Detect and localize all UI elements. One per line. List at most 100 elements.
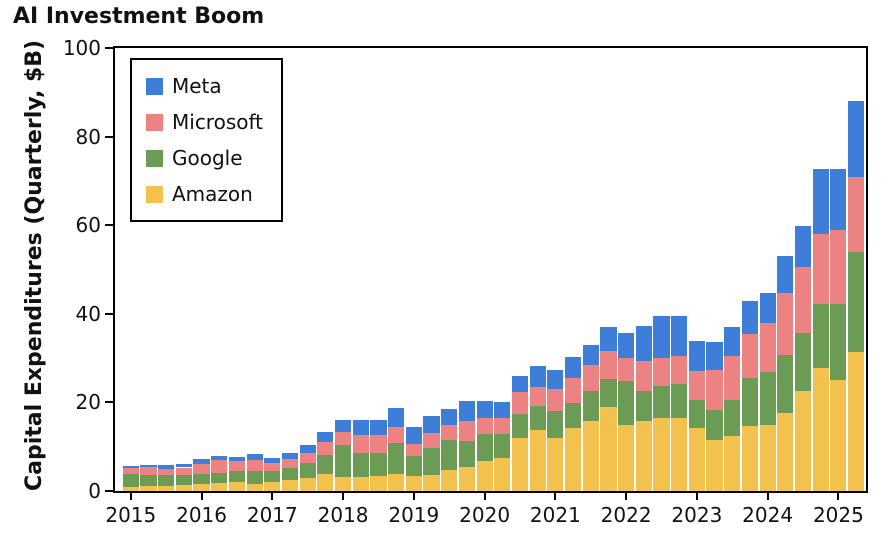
bar-segment-meta — [175, 464, 192, 468]
bar-segment-meta — [671, 316, 688, 357]
y-axis-tick-label: 0 — [88, 479, 101, 503]
bar-segment-amazon — [794, 390, 812, 491]
bar-segment-google — [122, 474, 139, 488]
bar-segment-meta — [388, 407, 405, 427]
bar-segment-google — [777, 354, 794, 413]
bar-segment-amazon — [759, 424, 776, 491]
bar-segment-meta — [741, 300, 759, 335]
bar-segment-microsoft — [334, 431, 352, 445]
bar-segment-microsoft — [441, 425, 458, 441]
bar-segment-amazon — [122, 487, 139, 491]
bar-segment-google — [671, 383, 688, 418]
bar-segment-google — [352, 452, 369, 477]
bar-segment-google — [494, 434, 511, 458]
bar-segment-amazon — [281, 479, 299, 491]
bar-segment-meta — [423, 416, 440, 434]
legend-swatch-amazon — [146, 185, 163, 203]
bar-segment-amazon — [175, 484, 192, 491]
x-axis-tick-label: 2020 — [459, 503, 511, 527]
bar-segment-meta — [653, 316, 670, 359]
bar-segment-microsoft — [653, 358, 670, 387]
bar-segment-google — [423, 448, 440, 476]
x-axis-tick — [554, 491, 557, 500]
bar-segment-google — [211, 472, 228, 484]
bar-segment-meta — [281, 453, 299, 460]
bar-segment-google — [140, 475, 157, 487]
bar-segment-amazon — [405, 476, 422, 491]
bar-segment-google — [618, 381, 635, 425]
legend: Meta Microsoft Google Amazon — [130, 58, 284, 222]
x-axis-tick — [625, 491, 628, 500]
bar-segment-amazon — [724, 435, 741, 491]
y-axis-tick-label: 80 — [75, 124, 101, 149]
bar-segment-meta — [352, 419, 369, 435]
bar-segment-google — [706, 409, 723, 441]
bar-segment-microsoft — [211, 459, 228, 473]
x-axis-tick — [837, 491, 840, 500]
bar-segment-microsoft — [724, 356, 741, 401]
x-axis-tick-label: 2021 — [529, 503, 581, 527]
x-axis-tick-label: 2022 — [600, 503, 652, 527]
bar-segment-amazon — [264, 481, 281, 491]
bar-segment-google — [281, 467, 299, 480]
bar-segment-microsoft — [352, 434, 369, 453]
bar-segment-google — [317, 454, 334, 474]
bar-segment-meta — [529, 365, 546, 388]
bar-segment-meta — [812, 168, 829, 235]
bar-segment-meta — [618, 333, 635, 358]
x-axis-tick-label: 2023 — [671, 503, 723, 527]
bar-segment-meta — [246, 454, 263, 461]
bar-segment-meta — [600, 326, 617, 351]
bar-segment-amazon — [140, 486, 157, 491]
bar-segment-microsoft — [175, 467, 192, 476]
bar-segment-microsoft — [671, 356, 688, 384]
y-axis-tick-label: 60 — [75, 213, 101, 238]
legend-label: Amazon — [172, 182, 253, 206]
bar-segment-microsoft — [370, 435, 387, 453]
bar-segment-meta — [688, 340, 705, 371]
bar-segment-microsoft — [122, 468, 139, 475]
bar-segment-google — [458, 440, 475, 468]
legend-swatch-meta — [146, 77, 163, 95]
bar-segment-amazon — [671, 417, 688, 491]
bar-segment-amazon — [653, 418, 670, 491]
bar-segment-microsoft — [812, 234, 829, 305]
bar-segment-microsoft — [264, 463, 281, 471]
bar-segment-microsoft — [547, 388, 564, 412]
x-axis-tick — [766, 491, 769, 500]
legend-label: Google — [172, 146, 243, 170]
bar-segment-google — [299, 462, 316, 479]
bar-segment-google — [688, 400, 705, 429]
y-axis-title: Capital Expenditures (Quarterly, $B) — [22, 39, 47, 491]
bar-segment-meta — [334, 419, 352, 432]
bar-segment-amazon — [317, 473, 334, 491]
bar-segment-amazon — [476, 460, 493, 491]
bar-segment-microsoft — [847, 176, 865, 253]
bar-segment-meta — [706, 341, 723, 371]
bar-segment-meta — [370, 420, 387, 436]
bar-segment-microsoft — [193, 463, 210, 474]
bar-segment-microsoft — [281, 459, 299, 468]
bar-segment-meta — [317, 431, 334, 442]
legend-swatch-microsoft — [146, 113, 163, 131]
bar-segment-meta — [564, 357, 582, 378]
bar-segment-meta — [228, 456, 246, 462]
bar-segment-amazon — [582, 421, 599, 491]
bar-segment-amazon — [777, 412, 794, 491]
bar-segment-google — [812, 304, 829, 368]
legend-label: Meta — [172, 74, 222, 98]
bar-segment-google — [759, 371, 776, 425]
x-axis-tick — [200, 491, 203, 500]
plot-area: Meta Microsoft Google Amazon 0 20 40 60 80 100 20… — [63, 36, 868, 527]
bar-segment-microsoft — [706, 370, 723, 410]
x-axis-tick-label: 2019 — [388, 503, 440, 527]
bar-segment-google — [264, 470, 281, 482]
bar-segment-meta — [724, 327, 741, 357]
x-axis-tick — [412, 491, 415, 500]
chart-title: AI Investment Boom — [13, 4, 265, 29]
bar-segment-google — [334, 444, 352, 478]
bar-segment-meta — [405, 427, 422, 445]
bar-segment-amazon — [741, 426, 759, 491]
y-axis-tick-label: 40 — [75, 301, 101, 326]
bar-segment-amazon — [529, 429, 546, 491]
